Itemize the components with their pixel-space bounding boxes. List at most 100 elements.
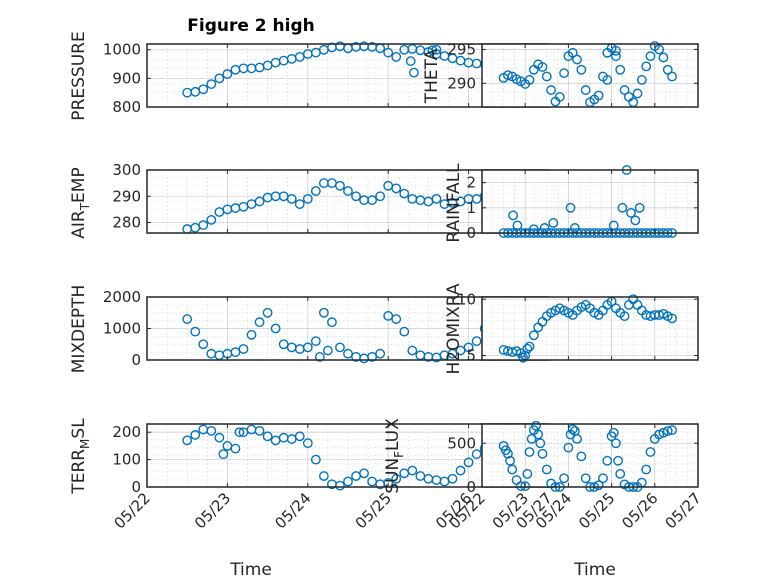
axes-frame — [481, 423, 699, 488]
data-point — [667, 313, 677, 324]
data-point — [539, 223, 550, 233]
data-point — [518, 352, 528, 363]
y-tick-label: 290 — [112, 187, 141, 205]
data-point — [198, 84, 209, 95]
data-point — [559, 473, 569, 484]
data-point — [463, 342, 474, 353]
data-point — [447, 473, 458, 484]
y-axis-label-sun-flux: SUNFLUX — [383, 418, 406, 494]
y-axis-label-theta: THETA — [422, 48, 442, 104]
data-point — [230, 347, 241, 358]
data-point — [611, 45, 621, 56]
data-point — [190, 326, 201, 337]
data-point — [463, 457, 474, 468]
data-point — [351, 191, 361, 202]
data-point — [541, 464, 552, 475]
data-point — [626, 207, 636, 218]
data-point — [576, 64, 587, 75]
data-point — [645, 51, 656, 62]
data-point — [522, 468, 533, 479]
data-point — [254, 317, 265, 328]
data-point — [254, 425, 265, 436]
subplot-theta: 290 295 — [447, 40, 699, 108]
y-axis-label-pressure: PRESSURE — [69, 31, 89, 120]
figure-title: Figure 2 high — [187, 16, 315, 36]
data-point — [654, 44, 665, 55]
y-axis-label-h2omixra: H2OMIXRA — [444, 283, 464, 374]
data-point — [182, 435, 193, 446]
data-point — [254, 196, 265, 207]
data-point — [206, 214, 217, 225]
data-point — [270, 323, 281, 334]
data-point — [667, 425, 677, 436]
data-point — [218, 449, 229, 460]
data-point — [399, 326, 410, 337]
data-point — [593, 90, 604, 101]
data-point — [222, 69, 233, 79]
data-point — [548, 218, 559, 228]
data-point — [343, 186, 353, 196]
data-point — [524, 447, 535, 457]
data-point — [455, 345, 466, 356]
data-point — [431, 44, 442, 55]
data-point — [611, 51, 621, 62]
data-point — [503, 448, 513, 459]
y-tick-label: 295 — [447, 40, 476, 58]
data-point — [613, 455, 623, 466]
data-point — [471, 336, 482, 346]
y-tick-label: 200 — [112, 423, 141, 441]
data-point — [294, 431, 305, 442]
data-point — [641, 61, 652, 72]
data-point — [343, 348, 353, 359]
data-point — [190, 430, 201, 440]
data-point — [314, 351, 325, 362]
data-point — [567, 47, 578, 58]
data-point — [658, 427, 669, 438]
data-point — [503, 70, 513, 81]
data-point — [535, 438, 546, 449]
data-point — [636, 75, 647, 85]
data-point — [206, 425, 217, 436]
data-point — [407, 345, 418, 356]
data-point — [608, 220, 619, 231]
data-point — [383, 47, 394, 58]
data-point — [507, 464, 518, 475]
y-tick-label: 2000 — [103, 288, 141, 306]
data-point — [198, 220, 209, 231]
data-point — [546, 85, 557, 95]
data-point — [567, 424, 578, 435]
x-tick-label: 05/27 — [662, 489, 705, 532]
y-tick-label: 800 — [112, 98, 141, 116]
data-point — [537, 448, 548, 459]
data-point — [634, 202, 645, 213]
y-axis-label-mixdepth: MIXDEPTH — [69, 285, 89, 374]
data-point — [234, 427, 245, 438]
data-point — [278, 339, 289, 350]
data-point — [658, 52, 669, 63]
data-point — [619, 311, 630, 322]
data-point — [427, 45, 438, 56]
data-point — [602, 455, 613, 466]
data-point — [409, 67, 419, 78]
x-axis-label-right: Time — [573, 560, 616, 580]
data-point — [508, 210, 519, 221]
data-point — [662, 426, 673, 436]
data-point — [554, 91, 565, 102]
data-point — [602, 75, 613, 85]
data-point — [512, 220, 523, 231]
data-point — [359, 468, 369, 479]
data-point — [286, 193, 297, 204]
data-point — [343, 476, 353, 487]
data-point — [391, 51, 402, 62]
data-point — [335, 180, 345, 191]
data-point — [318, 307, 329, 318]
data-point — [593, 480, 604, 491]
x-tick-label: 05/25 — [352, 489, 395, 532]
y-tick-label: 2 — [466, 174, 476, 192]
data-point — [522, 343, 533, 354]
data-point — [641, 464, 652, 475]
data-point — [569, 223, 580, 233]
data-point — [654, 429, 665, 440]
